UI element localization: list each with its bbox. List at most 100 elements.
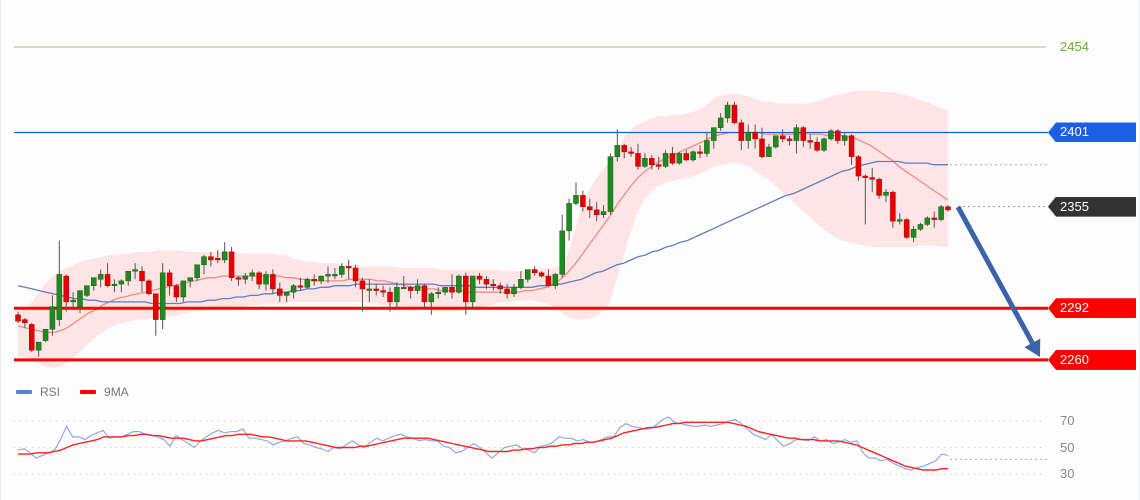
bullish-candle bbox=[897, 219, 903, 222]
legend-item-9ma: 9MA bbox=[80, 385, 129, 399]
bullish-candle bbox=[201, 256, 207, 266]
bearish-candle bbox=[628, 151, 634, 154]
bearish-candle bbox=[649, 158, 655, 165]
bearish-candle bbox=[173, 285, 180, 298]
bullish-candle bbox=[676, 153, 683, 164]
bullish-candle bbox=[704, 140, 710, 154]
bearish-candle bbox=[270, 274, 276, 290]
bearish-candle bbox=[931, 217, 937, 220]
bullish-candle bbox=[690, 151, 696, 161]
bullish-candle bbox=[414, 285, 421, 291]
bullish-candle bbox=[773, 135, 779, 148]
bearish-candle bbox=[779, 135, 786, 140]
bearish-candle bbox=[235, 277, 242, 280]
bearish-candle bbox=[29, 324, 35, 351]
bullish-candle bbox=[366, 288, 373, 291]
bearish-candle bbox=[635, 153, 641, 167]
bullish-candle bbox=[394, 287, 400, 303]
bearish-candle bbox=[807, 140, 813, 143]
bearish-candle bbox=[166, 272, 173, 286]
bearish-candle bbox=[208, 256, 214, 261]
bollinger-band bbox=[18, 90, 948, 368]
bullish-candle bbox=[828, 130, 834, 140]
bullish-candle bbox=[159, 272, 166, 320]
bearish-candle bbox=[621, 145, 627, 153]
rsi-tick-50: 50 bbox=[1060, 439, 1075, 455]
bearish-candle bbox=[153, 293, 159, 320]
bearish-candle bbox=[545, 275, 552, 286]
bearish-candle bbox=[228, 251, 235, 278]
bearish-candle bbox=[373, 288, 379, 291]
rsi-ma9-line bbox=[18, 421, 948, 471]
bearish-candle bbox=[697, 151, 703, 154]
rsi-tick-30: 30 bbox=[1060, 466, 1075, 481]
bullish-candle bbox=[821, 138, 827, 151]
bearish-candle bbox=[311, 279, 317, 282]
bullish-candle bbox=[194, 264, 200, 278]
bullish-candle bbox=[283, 291, 290, 296]
price-levels bbox=[14, 46, 1048, 362]
bullish-candle bbox=[518, 279, 524, 288]
support-2-price-tag: 2260 bbox=[1048, 349, 1136, 370]
bullish-candle bbox=[132, 269, 138, 272]
bullish-candle bbox=[221, 251, 228, 261]
bearish-candle bbox=[814, 141, 820, 151]
bearish-candle bbox=[297, 285, 304, 288]
ma-slow-line bbox=[17, 160, 948, 305]
bearish-candle bbox=[800, 127, 807, 141]
bearish-candle bbox=[538, 272, 545, 277]
bullish-candle bbox=[325, 274, 331, 277]
bullish-candle bbox=[511, 287, 517, 295]
bullish-candle bbox=[56, 274, 63, 320]
resistance-1-price-tag: 2401 bbox=[1048, 122, 1136, 143]
bearish-candle bbox=[945, 206, 951, 211]
bullish-candle bbox=[938, 206, 944, 220]
bullish-candle bbox=[724, 104, 731, 119]
bearish-candle bbox=[139, 270, 145, 282]
bullish-candle bbox=[841, 135, 848, 141]
support-1-price-tag: 2292 bbox=[1048, 298, 1136, 319]
bullish-candle bbox=[318, 275, 324, 282]
bullish-candle bbox=[614, 145, 621, 157]
bullish-candle bbox=[469, 275, 476, 303]
ma9-swatch bbox=[80, 390, 97, 394]
bearish-candle bbox=[15, 314, 21, 322]
bullish-candle bbox=[70, 299, 76, 303]
bullish-candle bbox=[339, 266, 345, 275]
bullish-candle bbox=[552, 274, 559, 286]
bearish-candle bbox=[449, 287, 455, 293]
bearish-candle bbox=[655, 164, 662, 167]
bullish-candle bbox=[924, 217, 931, 225]
bullish-candle bbox=[125, 270, 131, 282]
bullish-candle bbox=[97, 274, 104, 280]
ma-fast-line bbox=[17, 131, 949, 334]
bearish-candle bbox=[463, 275, 469, 303]
bearish-candle bbox=[22, 319, 28, 324]
bullish-candle bbox=[263, 274, 269, 285]
rsi-legend: RSI 9MA bbox=[16, 385, 143, 399]
bullish-candle bbox=[573, 195, 579, 204]
bearish-candle bbox=[580, 195, 586, 207]
bearish-candle bbox=[387, 291, 393, 303]
legend-label-9ma: 9MA bbox=[104, 385, 129, 399]
legend-label-rsi: RSI bbox=[40, 385, 61, 399]
forecast-arrow-head bbox=[1024, 338, 1041, 357]
bullish-candle bbox=[456, 275, 462, 293]
bearish-candle bbox=[146, 280, 152, 295]
bearish-candle bbox=[759, 138, 765, 157]
legend-item-rsi: RSI bbox=[16, 385, 60, 399]
bearish-candle bbox=[104, 274, 111, 286]
rsi-swatch bbox=[16, 390, 32, 394]
bullish-candle bbox=[435, 291, 441, 295]
bollinger-fill bbox=[18, 90, 948, 368]
bullish-candle bbox=[180, 280, 187, 298]
bearish-candle bbox=[903, 219, 910, 238]
bearish-candle bbox=[848, 135, 855, 157]
bearish-candle bbox=[215, 258, 221, 261]
bullish-candle bbox=[745, 132, 751, 141]
bullish-candle bbox=[642, 158, 648, 167]
bullish-candle bbox=[332, 274, 338, 277]
rsi-lines bbox=[17, 416, 1048, 471]
bearish-candle bbox=[490, 283, 497, 286]
bullish-candle bbox=[711, 127, 717, 141]
